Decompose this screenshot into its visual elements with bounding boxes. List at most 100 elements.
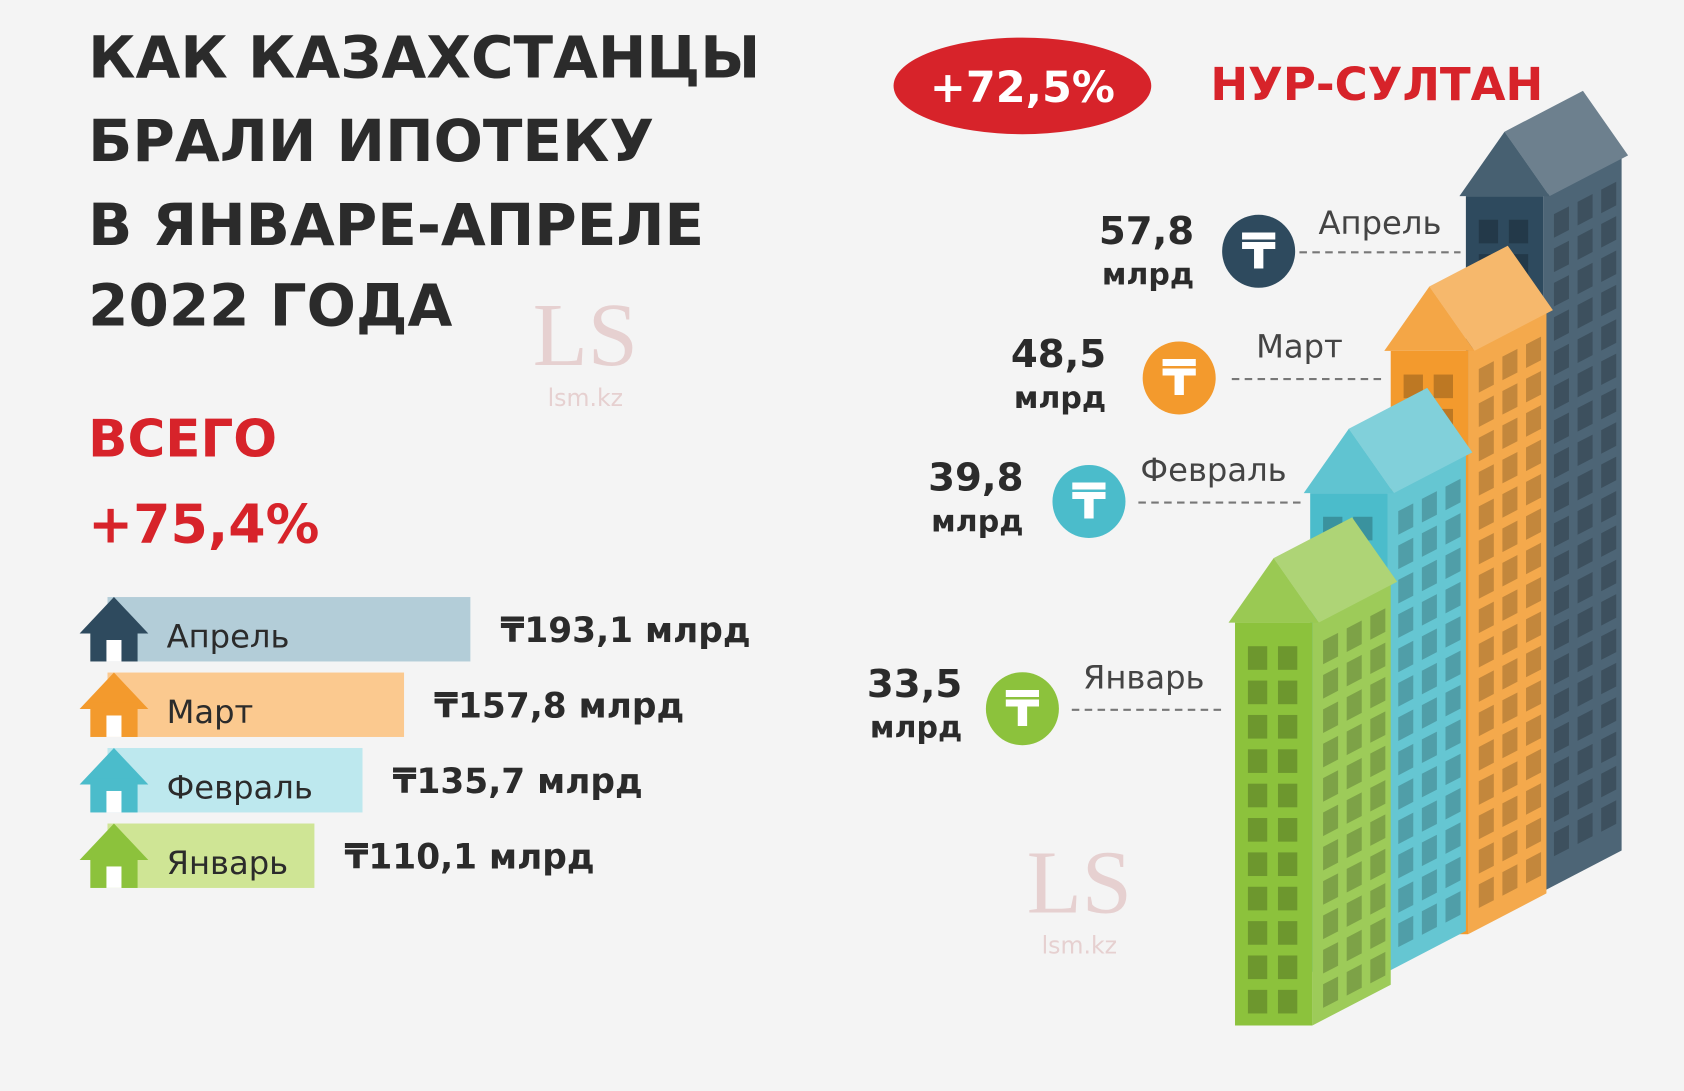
side-windows	[1478, 852, 1542, 909]
window	[1577, 400, 1593, 432]
building	[1228, 517, 1398, 1026]
side-windows	[1398, 719, 1461, 776]
house-roof	[79, 672, 149, 710]
window	[1526, 680, 1542, 712]
window	[1502, 761, 1518, 793]
window	[1601, 181, 1617, 214]
watermark-logo: LS	[533, 285, 638, 385]
window	[1526, 439, 1542, 472]
window	[1421, 594, 1437, 626]
window	[1247, 714, 1268, 739]
window	[1445, 788, 1461, 820]
window	[1478, 704, 1494, 737]
side-windows	[1323, 711, 1386, 768]
currency-symbol: ₸	[1241, 222, 1275, 280]
building-front	[1235, 622, 1313, 1026]
window	[1577, 537, 1593, 570]
window	[1398, 881, 1414, 913]
unit-label: млрд	[870, 711, 962, 746]
side-windows	[1553, 662, 1617, 719]
side-windows	[1323, 780, 1386, 837]
category-label: Апрель	[1319, 204, 1442, 242]
side-windows	[1398, 616, 1461, 673]
window	[1277, 749, 1298, 773]
window	[1577, 194, 1593, 226]
watermark-site: lsm.kz	[548, 384, 623, 412]
roof-side-light	[1348, 387, 1473, 494]
subtitle: ВСЕГО	[88, 409, 277, 469]
side-windows	[1478, 508, 1542, 565]
window	[1346, 861, 1362, 893]
window	[1323, 804, 1339, 837]
side-windows	[1323, 608, 1386, 665]
window	[1370, 848, 1386, 881]
roof-front-light	[1303, 428, 1394, 494]
side-windows	[1478, 748, 1542, 805]
window	[1445, 581, 1461, 614]
window	[1526, 817, 1542, 850]
window	[1445, 856, 1461, 889]
window	[1370, 642, 1386, 675]
window	[1478, 219, 1499, 244]
city-growth: +72,5%	[930, 63, 1115, 113]
window	[1323, 873, 1339, 905]
window	[1346, 689, 1362, 721]
window	[1601, 594, 1617, 626]
currency-badge	[1222, 214, 1296, 288]
side-windows	[1478, 474, 1542, 531]
window	[1577, 331, 1593, 363]
side-windows	[1323, 917, 1386, 974]
window	[1277, 783, 1298, 808]
side-windows	[1398, 513, 1461, 570]
roof-side-light	[1504, 90, 1629, 197]
window	[1577, 812, 1593, 845]
window	[1502, 589, 1518, 621]
window	[1577, 640, 1593, 673]
window	[1398, 640, 1414, 673]
title-line: В ЯНВАРЕ-АПРЕЛЕ	[88, 191, 704, 259]
window	[1502, 520, 1518, 553]
window	[1601, 387, 1617, 420]
building-side	[1543, 155, 1622, 892]
window	[1478, 567, 1494, 599]
window	[1553, 446, 1569, 479]
side-windows	[1478, 370, 1542, 427]
side-windows	[1323, 745, 1386, 802]
roof-side	[1348, 387, 1473, 494]
window	[1601, 284, 1617, 317]
window	[1323, 907, 1339, 940]
side-windows	[1553, 181, 1617, 238]
category-label: Февраль	[167, 768, 313, 806]
window	[1247, 852, 1268, 877]
roof-side	[1429, 245, 1553, 351]
window	[1445, 822, 1461, 854]
side-windows	[1478, 611, 1542, 668]
window	[1346, 654, 1362, 687]
watermark-site: lsm.kz	[1042, 932, 1117, 960]
window	[1577, 572, 1593, 604]
window	[1601, 216, 1617, 248]
window	[1277, 886, 1298, 911]
roof-side-light	[1429, 245, 1553, 351]
window	[1502, 417, 1518, 450]
window	[1601, 697, 1617, 729]
title-line: КАК КАЗАХСТАНЦЫ	[88, 23, 760, 91]
window	[1601, 422, 1617, 454]
roof-side	[1504, 90, 1629, 197]
window	[1421, 491, 1437, 523]
window	[1526, 577, 1542, 609]
building-side-light	[1468, 310, 1547, 935]
window	[1370, 814, 1386, 846]
window	[1421, 869, 1437, 901]
unit-label: млрд	[1102, 258, 1194, 293]
window	[1508, 219, 1529, 244]
side-windows	[1398, 684, 1461, 741]
side-windows	[1398, 753, 1461, 810]
side-windows	[1323, 642, 1386, 699]
window	[1445, 616, 1461, 648]
house-roof	[79, 748, 149, 785]
window	[1370, 883, 1386, 915]
house-roof	[79, 597, 149, 634]
side-windows	[1553, 800, 1617, 857]
